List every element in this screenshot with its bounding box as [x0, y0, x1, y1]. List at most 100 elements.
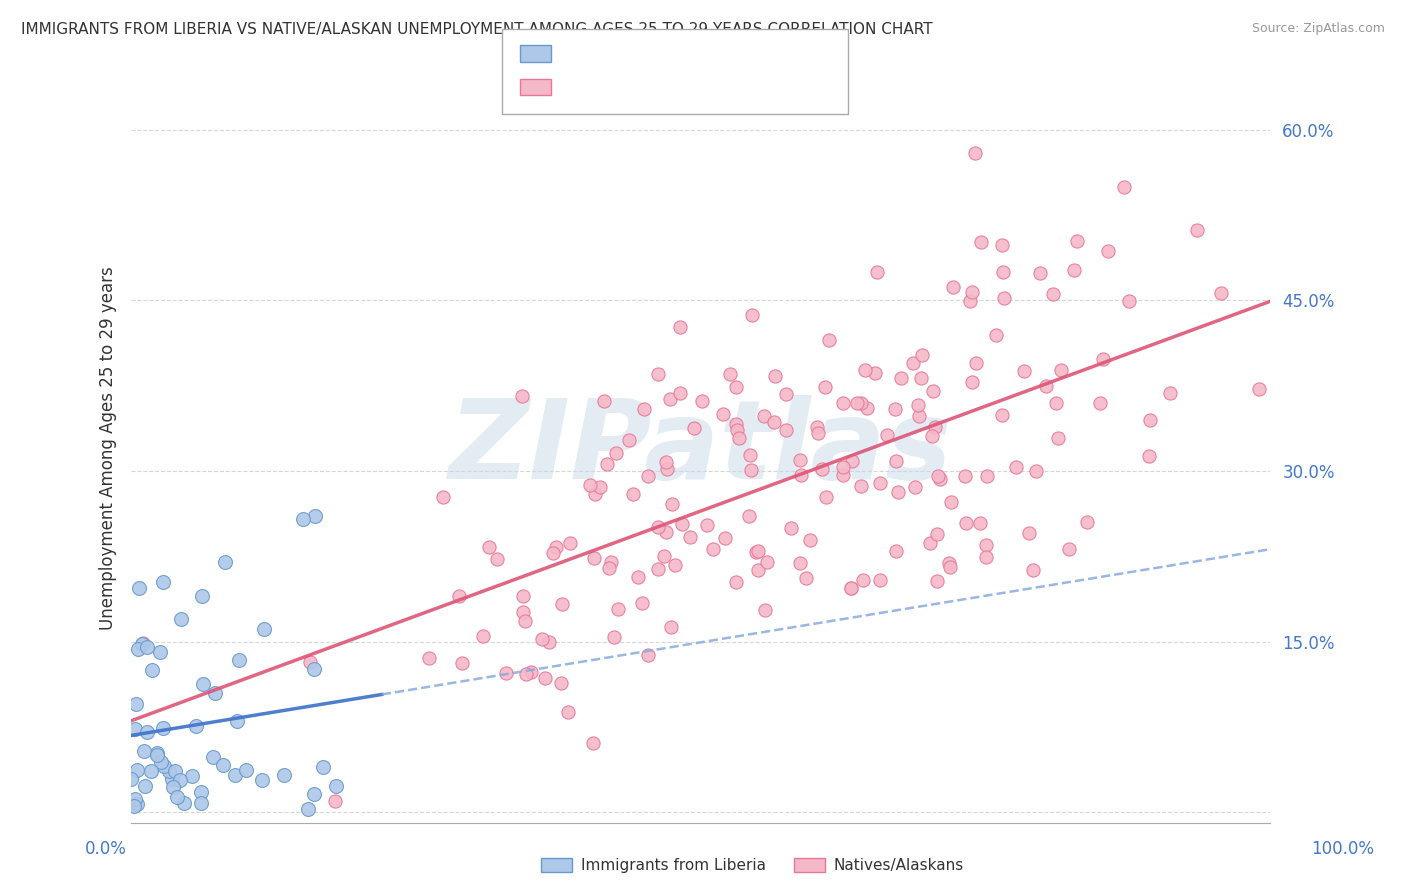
Point	[869, 475, 891, 490]
Point	[794, 571, 817, 585]
Point	[851, 479, 873, 493]
Point	[756, 555, 779, 569]
Point	[807, 426, 830, 441]
Point	[831, 460, 853, 475]
Point	[603, 630, 626, 644]
Point	[551, 597, 574, 611]
Point	[582, 736, 605, 750]
Point	[669, 385, 692, 400]
Point	[990, 408, 1012, 422]
Point	[876, 428, 898, 442]
Point	[557, 706, 579, 720]
Point	[228, 653, 250, 667]
Point	[883, 401, 905, 416]
Point	[1059, 542, 1081, 557]
Point	[166, 789, 188, 804]
Point	[702, 542, 724, 557]
Point	[190, 796, 212, 810]
Point	[128, 581, 150, 595]
Point	[942, 280, 965, 294]
Text: 55: 55	[699, 45, 721, 60]
Point	[976, 468, 998, 483]
Point	[550, 675, 572, 690]
Point	[558, 536, 581, 550]
Point	[250, 772, 273, 787]
Point	[1092, 352, 1115, 367]
Point	[583, 550, 606, 565]
Point	[845, 396, 868, 410]
Point	[1028, 267, 1050, 281]
Point	[593, 393, 616, 408]
Point	[790, 468, 813, 483]
Point	[679, 530, 702, 544]
Point	[131, 636, 153, 650]
Point	[127, 797, 149, 811]
Point	[907, 399, 929, 413]
Point	[630, 596, 652, 610]
Point	[839, 581, 862, 595]
Point	[655, 461, 678, 475]
Point	[725, 379, 748, 393]
Point	[814, 380, 837, 394]
Point	[127, 642, 149, 657]
Point	[432, 490, 454, 504]
Point	[1047, 431, 1070, 445]
Point	[1247, 382, 1270, 396]
Point	[910, 348, 932, 362]
Point	[495, 665, 517, 680]
Text: 0.0%: 0.0%	[84, 839, 127, 857]
Point	[124, 791, 146, 805]
Point	[224, 768, 246, 782]
Point	[1045, 396, 1067, 410]
Point	[447, 590, 470, 604]
Text: 181: 181	[699, 79, 733, 94]
Point	[799, 533, 821, 547]
Text: ZIPatlas: ZIPatlas	[449, 395, 953, 501]
Point	[647, 520, 669, 534]
Point	[863, 366, 886, 380]
Point	[991, 265, 1014, 279]
Point	[125, 763, 148, 777]
Point	[162, 780, 184, 794]
Point	[754, 409, 776, 424]
Point	[325, 780, 347, 794]
Point	[146, 747, 169, 762]
Point	[180, 769, 202, 783]
Point	[1137, 449, 1160, 463]
Point	[1209, 285, 1232, 300]
Point	[235, 764, 257, 778]
Point	[1066, 235, 1088, 249]
Point	[741, 308, 763, 322]
Point	[512, 605, 534, 619]
Point	[589, 480, 612, 494]
Point	[598, 561, 620, 575]
Text: N =: N =	[664, 79, 700, 94]
Point	[965, 356, 987, 370]
Point	[869, 573, 891, 587]
Point	[152, 574, 174, 589]
Point	[1076, 515, 1098, 529]
Point	[621, 487, 644, 501]
Point	[141, 663, 163, 677]
Point	[1088, 396, 1111, 410]
Point	[184, 719, 207, 733]
Point	[165, 764, 187, 779]
Point	[754, 602, 776, 616]
Point	[512, 589, 534, 603]
Point	[515, 667, 537, 681]
Point	[974, 538, 997, 552]
Point	[762, 415, 785, 429]
Point	[131, 636, 153, 650]
Point	[929, 472, 952, 486]
Point	[779, 520, 801, 534]
Point	[619, 434, 641, 448]
Point	[655, 454, 678, 468]
Point	[1005, 459, 1028, 474]
Point	[1139, 413, 1161, 427]
Point	[1049, 363, 1071, 377]
Point	[849, 396, 872, 410]
Text: N =: N =	[664, 45, 700, 60]
Point	[924, 420, 946, 434]
Point	[1097, 244, 1119, 258]
Point	[531, 632, 554, 647]
